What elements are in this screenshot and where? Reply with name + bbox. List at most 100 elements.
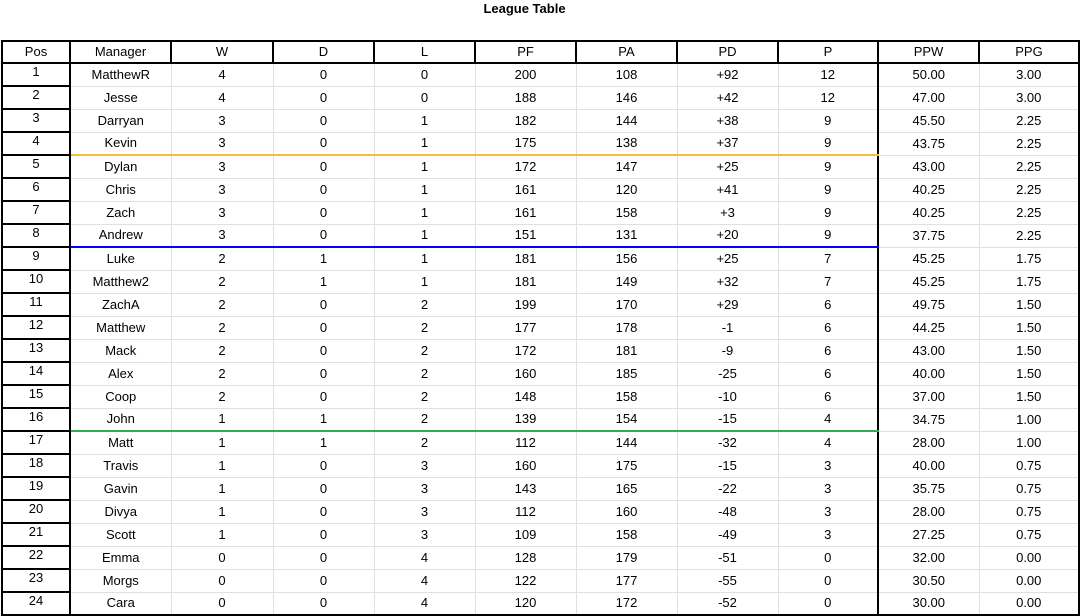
cell-ppg: 1.00 (978, 407, 1080, 432)
cell-pf: 160 (474, 453, 577, 478)
cell-pd: -15 (676, 453, 779, 478)
cell-ppw: 40.00 (877, 453, 980, 478)
league-table: Pos Manager W D L PF PA PD P PPW PPG 1 MatthewR 4 0 0 2… (1, 40, 1080, 616)
cell-ppw: 45.25 (877, 269, 980, 294)
cell-d: 0 (272, 315, 375, 340)
cell-l: 3 (373, 453, 476, 478)
cell-ppg: 3.00 (978, 85, 1080, 110)
cell-pos: 22 (1, 545, 71, 570)
cell-ppw: 37.75 (877, 223, 980, 248)
cell-l: 2 (373, 292, 476, 317)
cell-p: 3 (777, 522, 879, 547)
cell-d: 1 (272, 246, 375, 271)
cell-l: 2 (373, 430, 476, 455)
cell-pos: 23 (1, 568, 71, 593)
cell-pa: 131 (575, 223, 678, 248)
cell-manager: Alex (69, 361, 172, 386)
cell-manager: Kevin (69, 131, 172, 156)
cell-pos: 3 (1, 108, 71, 133)
cell-d: 0 (272, 453, 375, 478)
cell-ppw: 28.00 (877, 430, 980, 455)
cell-ppw: 40.25 (877, 177, 980, 202)
cell-pf: 160 (474, 361, 577, 386)
cell-d: 0 (272, 85, 375, 110)
header-l: L (373, 40, 476, 64)
cell-manager: Dylan (69, 154, 172, 179)
cell-w: 3 (170, 154, 274, 179)
cell-w: 4 (170, 85, 274, 110)
table-row: 13 Mack 2 0 2 172 181 -9 6 43.00 1.50 (1, 338, 1080, 363)
cell-pos: 1 (1, 62, 71, 87)
cell-p: 3 (777, 453, 879, 478)
cell-l: 1 (373, 177, 476, 202)
cell-p: 6 (777, 315, 879, 340)
cell-w: 3 (170, 200, 274, 225)
table-row: 4 Kevin 3 0 1 175 138 +37 9 43.75 2.25 (1, 131, 1080, 156)
cell-ppg: 0.75 (978, 499, 1080, 524)
header-pd: PD (676, 40, 779, 64)
cell-l: 1 (373, 154, 476, 179)
cell-ppw: 34.75 (877, 407, 980, 432)
cell-l: 4 (373, 568, 476, 593)
table-row: 3 Darryan 3 0 1 182 144 +38 9 45.50 2.25 (1, 108, 1080, 133)
table-row: 21 Scott 1 0 3 109 158 -49 3 27.25 0.75 (1, 522, 1080, 547)
cell-ppg: 2.25 (978, 200, 1080, 225)
table-row: 1 MatthewR 4 0 0 200 108 +92 12 50.00 3.00 (1, 62, 1080, 87)
cell-pos: 14 (1, 361, 71, 386)
cell-manager: Morgs (69, 568, 172, 593)
cell-pd: -52 (676, 591, 779, 616)
cell-pf: 112 (474, 499, 577, 524)
cell-p: 7 (777, 269, 879, 294)
cell-manager: Travis (69, 453, 172, 478)
cell-d: 0 (272, 499, 375, 524)
cell-d: 0 (272, 384, 375, 409)
cell-d: 0 (272, 292, 375, 317)
table-row: 15 Coop 2 0 2 148 158 -10 6 37.00 1.50 (1, 384, 1080, 409)
cell-d: 0 (272, 223, 375, 248)
cell-ppg: 0.75 (978, 476, 1080, 501)
cell-pf: 181 (474, 246, 577, 271)
cell-pos: 5 (1, 154, 71, 179)
cell-p: 9 (777, 131, 879, 156)
cell-pd: -10 (676, 384, 779, 409)
cell-pd: +29 (676, 292, 779, 317)
cell-pa: 144 (575, 430, 678, 455)
table-row: 2 Jesse 4 0 0 188 146 +42 12 47.00 3.00 (1, 85, 1080, 110)
cell-ppw: 30.00 (877, 591, 980, 616)
cell-pd: -22 (676, 476, 779, 501)
cell-l: 4 (373, 591, 476, 616)
cell-w: 1 (170, 476, 274, 501)
cell-manager: Chris (69, 177, 172, 202)
cell-pf: 128 (474, 545, 577, 570)
cell-ppw: 40.00 (877, 361, 980, 386)
cell-ppw: 40.25 (877, 200, 980, 225)
cell-manager: Cara (69, 591, 172, 616)
cell-pf: 143 (474, 476, 577, 501)
table-row: 6 Chris 3 0 1 161 120 +41 9 40.25 2.25 (1, 177, 1080, 202)
cell-l: 1 (373, 131, 476, 156)
cell-l: 1 (373, 108, 476, 133)
cell-manager: Emma (69, 545, 172, 570)
cell-pos: 11 (1, 292, 71, 317)
cell-pf: 200 (474, 62, 577, 87)
table-row: 24 Cara 0 0 4 120 172 -52 0 30.00 0.00 (1, 591, 1080, 616)
cell-p: 9 (777, 200, 879, 225)
table-row: 18 Travis 1 0 3 160 175 -15 3 40.00 0.75 (1, 453, 1080, 478)
cell-l: 0 (373, 85, 476, 110)
header-w: W (170, 40, 274, 64)
cell-w: 2 (170, 338, 274, 363)
header-pa: PA (575, 40, 678, 64)
cell-p: 7 (777, 246, 879, 271)
cell-pa: 179 (575, 545, 678, 570)
cell-pa: 149 (575, 269, 678, 294)
cell-ppg: 0.00 (978, 568, 1080, 593)
cell-ppw: 37.00 (877, 384, 980, 409)
cell-ppg: 1.00 (978, 430, 1080, 455)
cell-pa: 120 (575, 177, 678, 202)
cell-manager: ZachA (69, 292, 172, 317)
header-manager: Manager (69, 40, 172, 64)
cell-l: 4 (373, 545, 476, 570)
cell-d: 0 (272, 200, 375, 225)
cell-manager: Gavin (69, 476, 172, 501)
cell-w: 2 (170, 315, 274, 340)
